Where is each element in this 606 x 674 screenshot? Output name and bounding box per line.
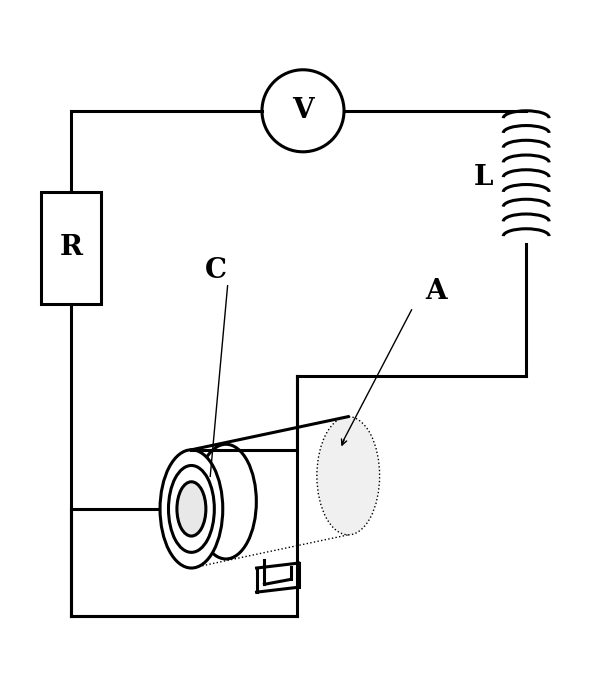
Ellipse shape xyxy=(160,450,223,568)
Ellipse shape xyxy=(317,417,379,535)
Text: C: C xyxy=(205,257,227,284)
Text: V: V xyxy=(292,97,314,124)
Ellipse shape xyxy=(168,466,215,553)
Text: R: R xyxy=(59,235,82,262)
Text: L: L xyxy=(474,164,494,191)
Ellipse shape xyxy=(196,444,256,559)
Ellipse shape xyxy=(177,482,206,536)
Text: A: A xyxy=(425,278,447,305)
Bar xyxy=(41,192,101,304)
